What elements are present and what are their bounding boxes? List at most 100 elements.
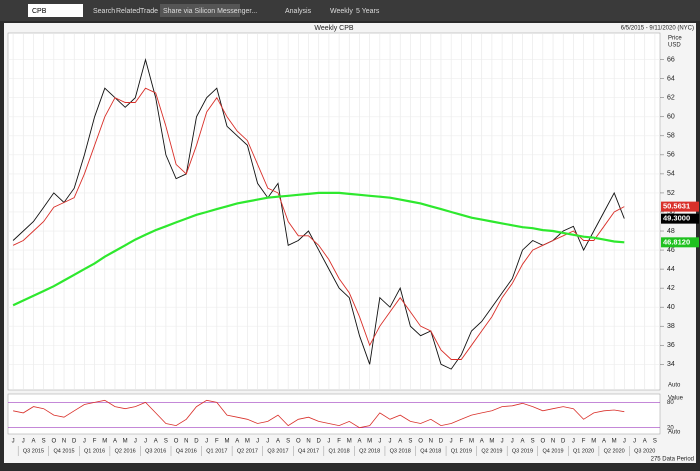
month-label: O — [296, 439, 301, 445]
y-tick-label: 54 — [667, 171, 675, 178]
price-tag — [661, 213, 699, 224]
month-label: J — [633, 439, 636, 445]
month-label: A — [602, 439, 606, 445]
price-tag — [661, 237, 699, 248]
month-label: J — [501, 439, 504, 445]
quarter-label: Q1 2020 — [573, 448, 594, 454]
month-label: J — [327, 439, 330, 445]
y-tick-label: 66 — [667, 56, 675, 63]
quarter-label: Q3 2015 — [23, 448, 44, 454]
month-label: A — [357, 439, 361, 445]
quarter-label: Q4 2018 — [420, 448, 441, 454]
month-label: J — [22, 439, 25, 445]
symbol-box[interactable] — [28, 4, 83, 17]
y-tick-label: 50 — [667, 209, 675, 216]
month-label: S — [531, 439, 535, 445]
month-label: A — [276, 439, 280, 445]
tool[interactable]: Share via Silicon Messenger... — [163, 8, 257, 15]
month-label: A — [235, 439, 239, 445]
series-line — [12, 191, 625, 307]
y-tick-label: 62 — [667, 95, 675, 102]
month-label: N — [306, 439, 310, 445]
tool[interactable]: 5 Years — [356, 8, 380, 15]
quarter-label: Q1 2017 — [206, 448, 227, 454]
month-label: J — [12, 439, 15, 445]
month-label: M — [245, 439, 250, 445]
month-label: N — [429, 439, 433, 445]
month-label: F — [460, 439, 464, 445]
tool[interactable]: Search — [93, 8, 115, 15]
price-tag-label: 49.3000 — [663, 214, 690, 223]
month-label: D — [439, 439, 444, 445]
month-label: M — [102, 439, 107, 445]
quarter-label: Q2 2020 — [604, 448, 625, 454]
series-line — [12, 87, 625, 360]
month-label: D — [194, 439, 199, 445]
month-label: M — [489, 439, 494, 445]
month-label: M — [123, 439, 128, 445]
osc-tick-label: 80 — [667, 400, 674, 406]
month-label: O — [418, 439, 423, 445]
osc-area — [7, 393, 661, 435]
month-label: M — [347, 439, 352, 445]
footer: 275 Data Period — [651, 457, 694, 463]
osc-line — [13, 399, 625, 429]
y-tick-label: 52 — [667, 190, 675, 197]
price-tag-label: 50.5631 — [663, 202, 690, 211]
y-tick-label: 48 — [667, 228, 675, 235]
symbol[interactable]: CPB — [32, 8, 47, 15]
auto-button[interactable]: Auto — [668, 430, 681, 436]
month-label: J — [511, 439, 514, 445]
month-label: O — [52, 439, 57, 445]
price-tag — [661, 201, 699, 212]
month-label: J — [83, 439, 86, 445]
quarter-label: Q2 2017 — [237, 448, 258, 454]
month-label: F — [337, 439, 341, 445]
quarter-label: Q3 2017 — [267, 448, 288, 454]
month-label: S — [408, 439, 412, 445]
month-label: S — [164, 439, 168, 445]
y-tick-label: 36 — [667, 342, 675, 349]
month-label: M — [367, 439, 372, 445]
quarter-label: Q4 2015 — [53, 448, 74, 454]
month-label: J — [205, 439, 208, 445]
date-range: 6/5/2015 - 9/11/2020 (NYC) — [621, 26, 694, 32]
month-label: A — [480, 439, 484, 445]
y-tick-label: 56 — [667, 152, 675, 159]
month-label: D — [72, 439, 77, 445]
month-label: A — [113, 439, 117, 445]
month-label: A — [31, 439, 35, 445]
quarter-label: Q2 2019 — [481, 448, 502, 454]
month-label: J — [266, 439, 269, 445]
month-label: D — [561, 439, 566, 445]
auto-button[interactable]: Auto — [668, 383, 681, 389]
month-label: S — [286, 439, 290, 445]
quarter-label: Q4 2019 — [542, 448, 563, 454]
month-label: F — [93, 439, 97, 445]
tool[interactable]: Weekly — [330, 8, 353, 15]
quarter-label: Q3 2016 — [145, 448, 166, 454]
month-label: O — [541, 439, 546, 445]
chart-title: Weekly CPB — [314, 25, 353, 32]
osc-tick-label: 20 — [667, 425, 674, 431]
quarter-label: Q1 2016 — [84, 448, 105, 454]
tool[interactable]: Analysis — [285, 8, 312, 15]
quarter-label: Q1 2018 — [329, 448, 350, 454]
month-label: A — [154, 439, 158, 445]
month-label: J — [623, 439, 626, 445]
tool[interactable]: Related — [116, 8, 140, 15]
month-label: J — [389, 439, 392, 445]
quarter-label: Q4 2016 — [176, 448, 197, 454]
month-label: F — [215, 439, 219, 445]
toolbar: CPB Search Related Trade Share via Silic… — [0, 0, 700, 21]
y-tick-label: 64 — [667, 76, 675, 83]
month-label: A — [520, 439, 524, 445]
share-box[interactable] — [160, 4, 240, 17]
month-label: M — [612, 439, 617, 445]
y-tick-label: 34 — [667, 361, 675, 368]
tool[interactable]: Trade — [140, 8, 158, 15]
quarter-label: Q3 2019 — [512, 448, 533, 454]
osc-label: Value — [668, 396, 684, 402]
month-label: A — [643, 439, 647, 445]
